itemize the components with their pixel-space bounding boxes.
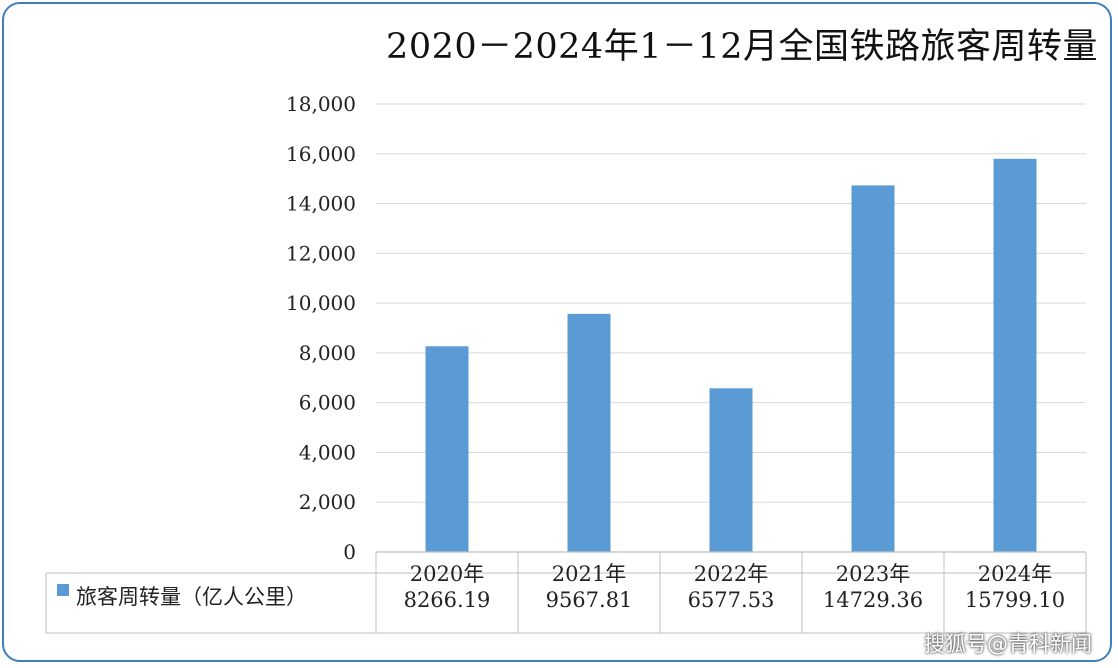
bar: [567, 313, 611, 552]
x-category-label: 2022年: [694, 562, 768, 586]
x-category-label: 2021年: [552, 562, 626, 586]
y-tick-label: 2,000: [299, 490, 356, 514]
y-tick-label: 0: [343, 540, 356, 564]
data-value-label: 6577.53: [688, 588, 775, 612]
data-value-label: 15799.10: [965, 588, 1065, 612]
y-axis-tick-labels: 0 2,000 4,000 6,000 8,000 10,000 12,000 14,000 1…: [286, 92, 356, 564]
legend-label: 旅客周转量（亿人公里）: [76, 585, 307, 609]
data-value-label: 8266.19: [404, 588, 491, 612]
y-tick-label: 4,000: [299, 440, 356, 464]
y-tick-label: 12,000: [286, 241, 356, 265]
y-tick-label: 14,000: [286, 192, 356, 216]
data-value-label: 14729.36: [823, 588, 923, 612]
y-tick-label: 18,000: [286, 92, 356, 116]
bar: [851, 185, 895, 552]
watermark: 搜狐号@青科新闻: [924, 632, 1092, 656]
legend-swatch: [57, 584, 69, 596]
bars: [425, 158, 1037, 552]
bar: [425, 346, 469, 552]
y-tick-label: 16,000: [286, 142, 356, 166]
x-category-label: 2023年: [836, 562, 910, 586]
y-tick-label: 10,000: [286, 291, 356, 315]
chart-title: 2020－2024年1－12月全国铁路旅客周转量: [386, 27, 1098, 67]
x-category-label: 2020年: [410, 562, 484, 586]
data-value-label: 9567.81: [546, 588, 633, 612]
y-tick-label: 8,000: [299, 341, 356, 365]
x-category-label: 2024年: [978, 562, 1052, 586]
bar: [709, 388, 753, 552]
bar: [993, 158, 1037, 552]
y-tick-label: 6,000: [299, 391, 356, 415]
